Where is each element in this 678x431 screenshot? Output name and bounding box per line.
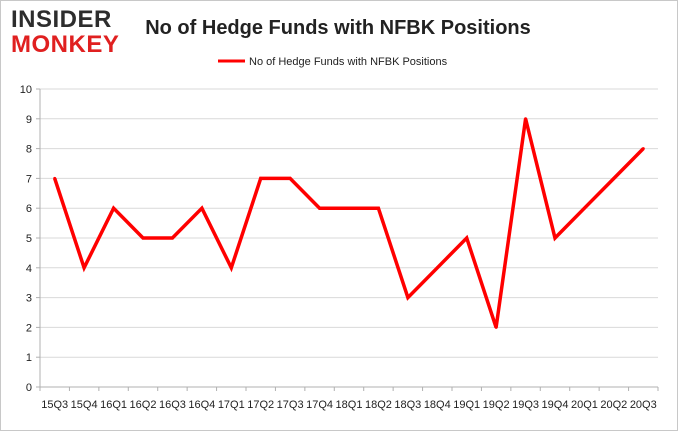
data-point	[229, 266, 233, 270]
x-tick-label: 16Q2	[130, 399, 157, 411]
x-tick-label: 17Q3	[277, 399, 304, 411]
data-point	[318, 206, 322, 210]
x-tick-label: 19Q1	[453, 399, 480, 411]
x-tick-label: 19Q4	[542, 399, 569, 411]
data-point	[82, 266, 86, 270]
insider-monkey-logo: INSIDER MONKEY	[11, 6, 119, 58]
x-tick-label: 16Q3	[159, 399, 186, 411]
data-point	[553, 236, 557, 240]
y-tick-label: 7	[26, 173, 32, 185]
x-tick-label: 19Q2	[483, 399, 510, 411]
y-tick-label: 2	[26, 322, 32, 334]
x-tick-label: 19Q3	[512, 399, 539, 411]
y-tick-label: 1	[26, 352, 32, 364]
chart-title: No of Hedge Funds with NFBK Positions	[145, 17, 531, 39]
y-tick-label: 10	[20, 84, 32, 96]
legend-label: No of Hedge Funds with NFBK Positions	[249, 56, 448, 68]
y-tick-label: 3	[26, 293, 32, 305]
data-point	[582, 206, 586, 210]
legend: No of Hedge Funds with NFBK Positions	[218, 56, 448, 68]
data-point	[170, 236, 174, 240]
x-tick-label: 16Q4	[188, 399, 215, 411]
data-points	[53, 117, 645, 329]
data-point	[347, 206, 351, 210]
logo-line-1: INSIDER	[11, 6, 112, 33]
data-point	[435, 266, 439, 270]
data-point	[141, 236, 145, 240]
data-point	[641, 147, 645, 151]
data-point	[524, 117, 528, 121]
data-point	[612, 176, 616, 180]
x-tick-label: 15Q3	[41, 399, 68, 411]
y-tick-label: 0	[26, 382, 32, 394]
y-tick-label: 5	[26, 233, 32, 245]
data-point	[53, 176, 57, 180]
y-tick-label: 6	[26, 203, 32, 215]
y-tick-label: 4	[26, 263, 32, 275]
x-tick-label: 18Q2	[365, 399, 392, 411]
x-tick-label: 17Q2	[247, 399, 274, 411]
x-tick-label: 17Q1	[218, 399, 245, 411]
axes	[36, 88, 659, 391]
data-point	[200, 206, 204, 210]
x-tick-label: 16Q1	[100, 399, 127, 411]
x-tick-label: 17Q4	[306, 399, 333, 411]
data-point	[288, 176, 292, 180]
series-layer	[53, 118, 645, 328]
x-tick-label: 20Q2	[600, 399, 627, 411]
x-tick-label: 18Q1	[336, 399, 363, 411]
y-tick-label: 9	[26, 114, 32, 126]
data-point	[376, 206, 380, 210]
series-line	[53, 118, 645, 328]
x-tick-labels: 15Q3 15Q4 16Q1 16Q2 16Q3 16Q4 17Q1 17Q2 17Q3 17Q4…	[41, 399, 656, 411]
x-tick-label: 18Q3	[394, 399, 421, 411]
data-point	[259, 176, 263, 180]
x-tick-label: 20Q3	[630, 399, 657, 411]
x-tick-label: 15Q4	[71, 399, 98, 411]
grid	[40, 88, 658, 358]
data-point	[406, 296, 410, 300]
y-tick-label: 8	[26, 144, 32, 156]
data-point	[465, 236, 469, 240]
x-tick-label: 18Q4	[424, 399, 451, 411]
data-point	[112, 206, 116, 210]
x-tick-label: 20Q1	[571, 399, 598, 411]
y-tick-labels: 0 1 2 3 4 5 6 7 8 9 10	[20, 84, 32, 394]
logo-line-2: MONKEY	[11, 31, 119, 58]
data-point	[494, 325, 498, 329]
